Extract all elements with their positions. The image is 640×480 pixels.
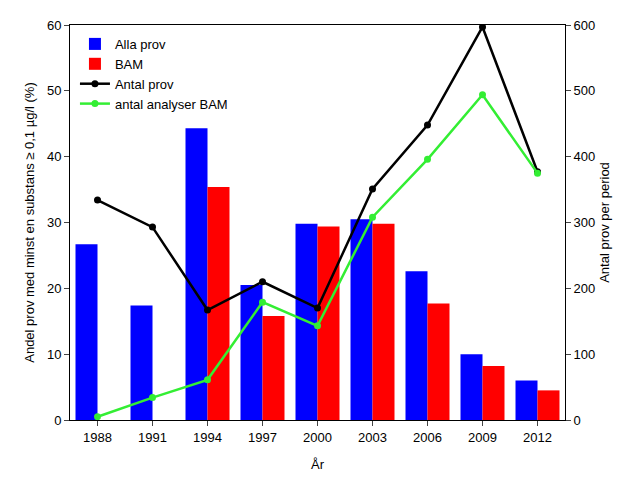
svg-text:300: 300 — [574, 215, 596, 230]
svg-text:1991: 1991 — [138, 430, 167, 445]
svg-text:100: 100 — [574, 347, 596, 362]
svg-text:Antal prov: Antal prov — [115, 77, 174, 92]
svg-text:2000: 2000 — [303, 430, 332, 445]
svg-text:Antal prov per period: Antal prov per period — [597, 162, 612, 283]
svg-text:0: 0 — [54, 413, 61, 428]
svg-text:1994: 1994 — [193, 430, 222, 445]
svg-text:2012: 2012 — [523, 430, 552, 445]
svg-text:BAM: BAM — [115, 57, 143, 72]
svg-text:År: År — [311, 457, 325, 472]
svg-text:600: 600 — [574, 18, 596, 33]
svg-text:40: 40 — [47, 149, 61, 164]
svg-text:Alla prov: Alla prov — [115, 37, 166, 52]
svg-text:antal analyser BAM: antal analyser BAM — [115, 97, 228, 112]
svg-text:2003: 2003 — [358, 430, 387, 445]
svg-text:400: 400 — [574, 149, 596, 164]
svg-text:1997: 1997 — [248, 430, 277, 445]
svg-text:60: 60 — [47, 18, 61, 33]
svg-text:20: 20 — [47, 281, 61, 296]
svg-text:10: 10 — [47, 347, 61, 362]
svg-text:Andel prov med minst en substa: Andel prov med minst en substans ≥ 0,1 µ… — [22, 82, 37, 363]
svg-text:500: 500 — [574, 83, 596, 98]
svg-text:1988: 1988 — [83, 430, 112, 445]
svg-text:2009: 2009 — [468, 430, 497, 445]
svg-text:2006: 2006 — [413, 430, 442, 445]
svg-text:200: 200 — [574, 281, 596, 296]
svg-text:30: 30 — [47, 215, 61, 230]
svg-text:50: 50 — [47, 83, 61, 98]
svg-text:0: 0 — [574, 413, 581, 428]
